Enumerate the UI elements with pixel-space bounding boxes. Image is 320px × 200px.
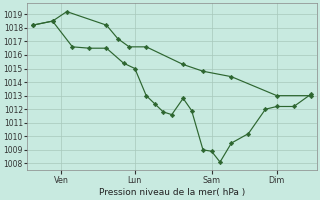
- X-axis label: Pression niveau de la mer( hPa ): Pression niveau de la mer( hPa ): [99, 188, 245, 197]
